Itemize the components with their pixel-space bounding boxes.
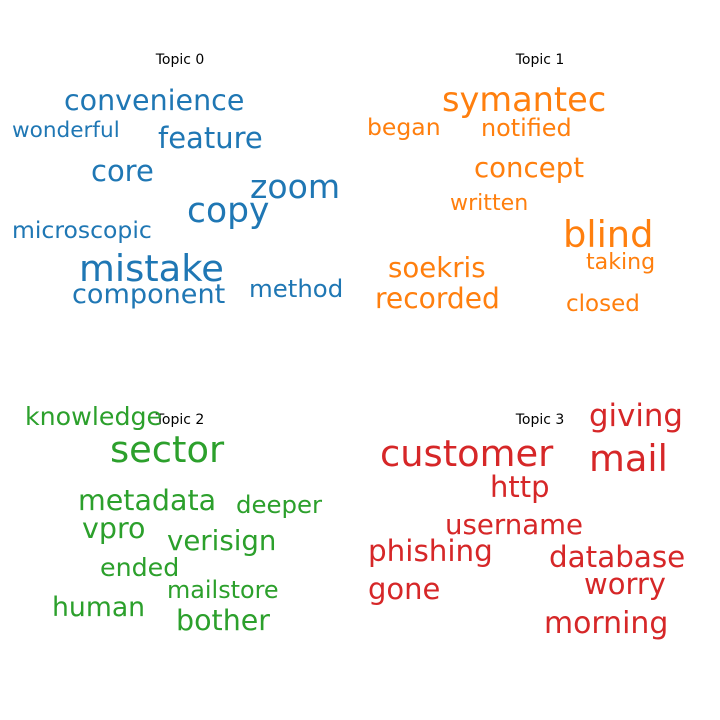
topic-2-word-deeper: deeper bbox=[236, 490, 323, 519]
topic-0-title: Topic 0 bbox=[155, 52, 205, 68]
topic-2-word-ended: ended bbox=[100, 553, 179, 582]
topic-3-word-gone: gone bbox=[368, 572, 440, 606]
topic-0-word-zoom: zoom bbox=[250, 167, 340, 206]
topic-1-word-concept: concept bbox=[474, 151, 584, 184]
topic-0-panel: Topic 0 convenience wonderful feature core z… bbox=[0, 0, 360, 360]
topic-2-word-mailstore: mailstore bbox=[167, 576, 279, 604]
topic-0-word-wonderful: wonderful bbox=[12, 118, 120, 143]
topic-1-word-written: written bbox=[450, 190, 528, 216]
topic-2-title: Topic 2 bbox=[155, 412, 205, 428]
topic-2-word-human: human bbox=[52, 592, 145, 623]
topic-2-word-bother: bother bbox=[176, 604, 270, 637]
topic-0-word-core: core bbox=[91, 154, 154, 188]
topic-0-word-convenience: convenience bbox=[64, 84, 244, 117]
topic-3-panel: Topic 3 giving customer mail http username ph… bbox=[360, 360, 720, 720]
topic-3-word-giving: giving bbox=[589, 398, 683, 434]
topic-2-word-vpro: vpro bbox=[82, 512, 146, 545]
topic-3-word-username: username bbox=[445, 508, 583, 541]
topic-3-word-http: http bbox=[490, 470, 550, 504]
topic-1-word-recorded: recorded bbox=[375, 282, 500, 315]
topic-0-word-component: component bbox=[72, 279, 225, 310]
topic-1-word-soekris: soekris bbox=[388, 251, 486, 284]
topic-1-word-blind: blind bbox=[563, 213, 653, 256]
topic-1-word-notified: notified bbox=[481, 114, 572, 142]
topic-3-word-customer: customer bbox=[380, 432, 554, 475]
topic-1-title: Topic 1 bbox=[515, 52, 565, 68]
topic-0-word-method: method bbox=[249, 274, 343, 303]
topic-3-word-worry: worry bbox=[584, 567, 666, 601]
topic-3-word-mail: mail bbox=[589, 437, 668, 480]
topic-0-word-microscopic: microscopic bbox=[12, 216, 152, 244]
topic-3-word-database: database bbox=[549, 540, 685, 574]
topic-2-word-metadata: metadata bbox=[78, 484, 216, 517]
topic-1-word-symantec: symantec bbox=[442, 80, 606, 119]
topic-1-panel: Topic 1 symantec began notified concept writ… bbox=[360, 0, 720, 360]
topic-0-word-mistake: mistake bbox=[79, 247, 224, 290]
topic-1-word-closed: closed bbox=[566, 291, 640, 317]
topic-1-word-taking: taking bbox=[586, 249, 655, 275]
topic-3-title: Topic 3 bbox=[515, 412, 565, 428]
topic-0-word-feature: feature bbox=[158, 121, 263, 155]
topic-2-word-knowledge: knowledge bbox=[25, 402, 162, 431]
topic-3-word-morning: morning bbox=[544, 606, 668, 641]
topic-2-panel: Topic 2 knowledge sector metadata deeper vpr… bbox=[0, 360, 360, 720]
topic-3-word-phishing: phishing bbox=[368, 534, 493, 568]
topic-0-word-copy: copy bbox=[187, 191, 269, 231]
topic-1-word-began: began bbox=[367, 113, 441, 141]
topic-2-word-verisign: verisign bbox=[167, 524, 276, 557]
topic-2-word-sector: sector bbox=[110, 428, 225, 471]
